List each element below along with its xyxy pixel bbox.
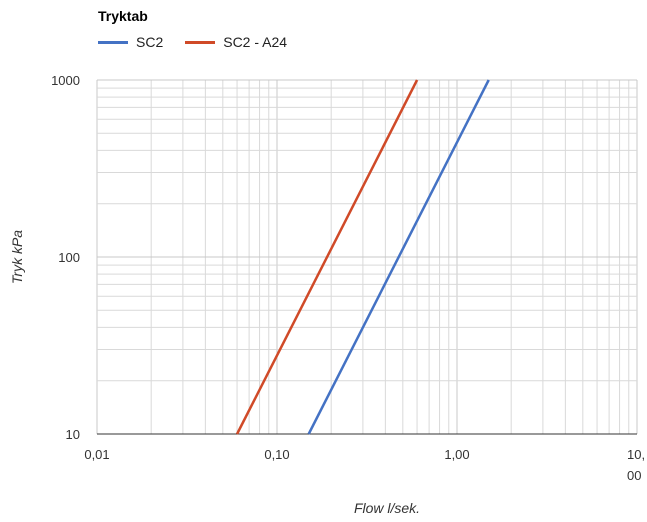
legend-item-sc2[interactable]: SC2 — [98, 34, 163, 50]
series-line-sc2-a24 — [235, 79, 419, 435]
y-tick-label: 10 — [66, 427, 80, 442]
legend-title: Tryktab — [98, 8, 148, 24]
legend-swatch-sc2-a24 — [185, 40, 216, 44]
legend-item-sc2-a24[interactable]: SC2 - A24 — [185, 34, 287, 50]
y-axis-title: Tryk kPa — [9, 230, 25, 284]
series-line-sc2 — [307, 79, 490, 435]
legend-label-sc2: SC2 — [136, 34, 164, 50]
legend-swatch-sc2 — [98, 40, 128, 44]
legend: SC2 SC2 - A24 — [98, 34, 309, 50]
x-tick-label: 1,00 — [444, 447, 469, 462]
x-tick-label: 0,10 — [264, 447, 289, 462]
x-tick-label-continued: 00 — [627, 468, 641, 483]
y-tick-label: 100 — [58, 250, 80, 265]
x-tick-label: 10, — [627, 447, 645, 462]
y-tick-label: 1000 — [51, 73, 80, 88]
x-axis-title: Flow l/sek. — [354, 500, 420, 516]
legend-label-sc2-a24: SC2 - A24 — [223, 34, 288, 50]
x-tick-label: 0,01 — [84, 447, 109, 462]
